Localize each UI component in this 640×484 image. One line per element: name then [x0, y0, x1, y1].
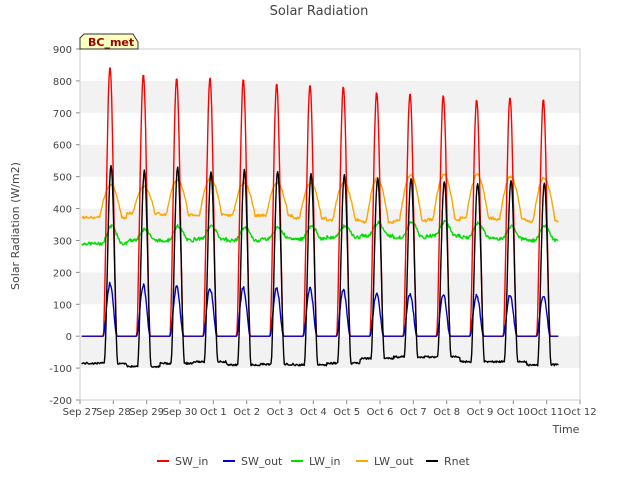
y-tick-label: 800 [53, 77, 72, 88]
x-tick-label: Oct 5 [333, 407, 360, 418]
x-tick-label: Oct 9 [467, 407, 494, 418]
station-label-box: BC_met [79, 33, 139, 50]
y-tick-label: 400 [53, 205, 72, 216]
y-tick-label: 500 [53, 173, 72, 184]
y-tick-label: 200 [53, 268, 72, 279]
x-axis-label: Time [552, 423, 580, 436]
x-tick-label: Oct 4 [300, 407, 327, 418]
grid-band [80, 208, 580, 241]
series-line-lw-in [81, 219, 559, 246]
series-lines [81, 67, 559, 369]
grid-band [80, 49, 580, 81]
y-tick-label: 700 [53, 109, 72, 120]
x-tick-label: Oct 12 [563, 407, 596, 418]
legend: SW_in SW_out LW_in LW_out Rnet [157, 455, 470, 468]
x-tick-label: Oct 2 [233, 407, 260, 418]
y-tick-label: 900 [53, 45, 72, 56]
x-tick-label: Oct 11 [530, 407, 563, 418]
grid-band [80, 80, 580, 113]
legend-label: SW_out [241, 455, 283, 468]
x-tick-label: Sep 30 [163, 407, 198, 418]
series-line-sw-out [81, 281, 559, 337]
grid-band [80, 368, 580, 400]
grid-bands [80, 49, 580, 400]
x-tick-label: Sep 27 [63, 407, 98, 418]
y-axis: -200 -100 0 100 200 300 400 500 600 700 800 900 [49, 45, 80, 407]
station-label: BC_met [88, 36, 134, 49]
plot-frame [79, 48, 581, 401]
legend-label: Rnet [444, 455, 470, 468]
legend-label: LW_out [374, 455, 414, 468]
grid-band [80, 176, 580, 209]
x-tick-label: Oct 1 [200, 407, 227, 418]
chart-title: Solar Radiation [270, 4, 369, 19]
x-tick-label: Oct 6 [367, 407, 394, 418]
x-tick-label: Oct 7 [400, 407, 427, 418]
grid-band [80, 240, 580, 273]
grid-band [80, 304, 580, 337]
x-tick-label: Sep 28 [96, 407, 131, 418]
y-tick-label: 300 [53, 236, 72, 247]
legend-label: LW_in [309, 455, 341, 468]
grid-band [80, 112, 580, 145]
series-line-rnet [81, 164, 559, 369]
y-axis-label: Solar Radiation (W/m2) [9, 162, 22, 290]
x-tick-label: Sep 29 [129, 407, 164, 418]
x-tick-label: Oct 10 [497, 407, 530, 418]
y-tick-label: 0 [66, 332, 72, 343]
grid-band [80, 144, 580, 177]
x-tick-label: Oct 8 [433, 407, 460, 418]
y-tick-label: 600 [53, 141, 72, 152]
y-tick-label: 100 [53, 300, 72, 311]
legend-label: SW_in [175, 455, 208, 468]
x-tick-label: Oct 3 [267, 407, 294, 418]
grid-band [80, 272, 580, 305]
y-tick-label: -200 [49, 396, 72, 407]
y-tick-label: -100 [49, 364, 72, 375]
